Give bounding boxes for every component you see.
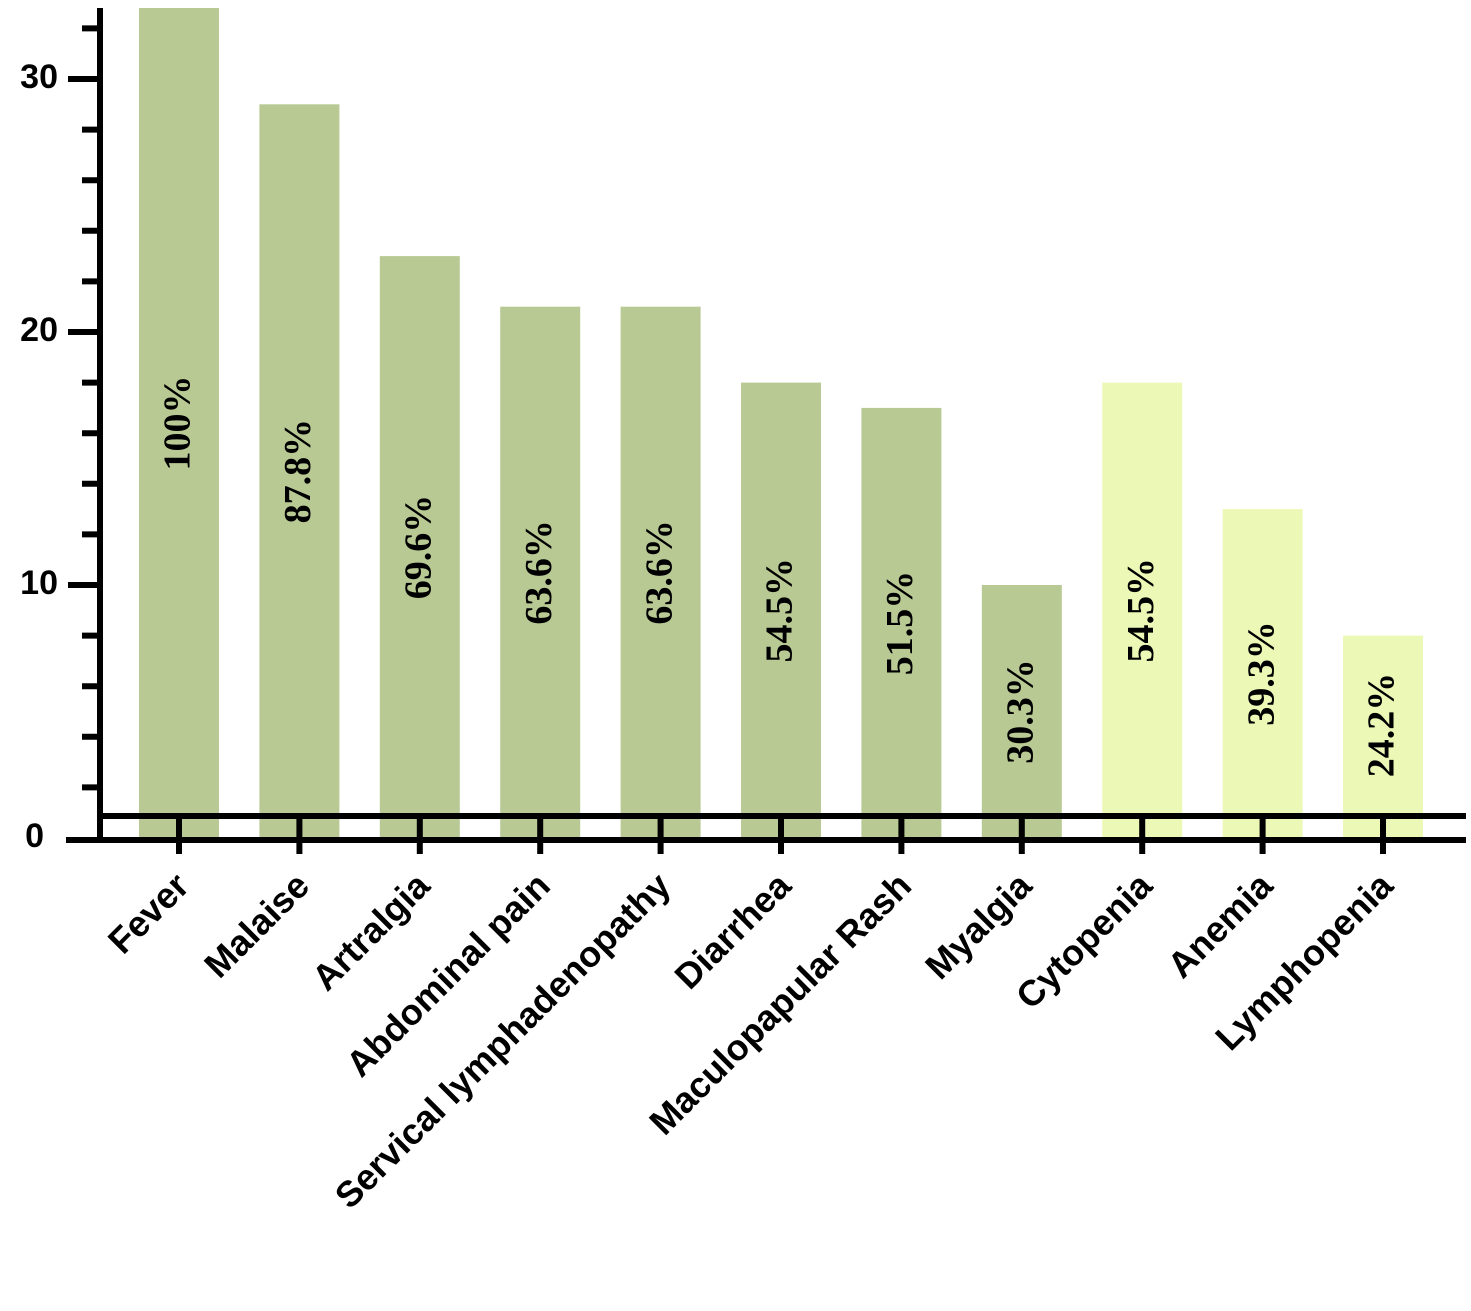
data-label: 69.6% bbox=[398, 495, 440, 600]
data-label: 54.5% bbox=[1120, 558, 1162, 663]
bar-anemia bbox=[1222, 509, 1303, 838]
bar-maculopapular-rash bbox=[861, 407, 942, 838]
bars-group: 100% 87.8% 69.6% 63.6% 63.6% 54.5% 51.5% 30.3% 5… bbox=[139, 8, 1423, 839]
bar-lymphopenia bbox=[1343, 635, 1423, 838]
data-label: 51.5% bbox=[879, 571, 921, 676]
data-label: 100% bbox=[157, 376, 199, 471]
bar-artralgia bbox=[379, 256, 460, 839]
data-label: 39.3% bbox=[1240, 621, 1282, 726]
bar-abdominal-pain bbox=[500, 306, 581, 838]
x-tick-label: Fever bbox=[100, 865, 197, 962]
x-tick-label: Myalgia bbox=[917, 864, 1040, 987]
bar-diarrhea bbox=[741, 382, 821, 838]
y-tick-label: 10 bbox=[20, 564, 58, 602]
data-label: 54.5% bbox=[759, 558, 801, 663]
y-tick-label: 20 bbox=[20, 311, 58, 349]
data-label: 63.6% bbox=[518, 520, 560, 625]
x-tick-label: Malaise bbox=[196, 865, 317, 986]
data-label: 87.8% bbox=[277, 419, 319, 524]
data-label: 63.6% bbox=[638, 520, 680, 625]
x-tick-label: Abdominal pain bbox=[338, 865, 558, 1085]
bar-servical-lymphadenopathy bbox=[620, 306, 701, 838]
bar-fever bbox=[139, 8, 219, 838]
bar-myalgia bbox=[981, 585, 1062, 838]
y-tick-label: 0 bbox=[25, 817, 44, 855]
data-label: 24.2% bbox=[1361, 673, 1403, 778]
y-axis: 0 10 20 30 bbox=[20, 8, 103, 855]
bar-malaise bbox=[259, 104, 340, 839]
x-tick-label: Anemia bbox=[1159, 864, 1281, 986]
y-tick-label: 30 bbox=[20, 58, 58, 96]
bar-cytopenia bbox=[1102, 382, 1183, 838]
data-label: 30.3% bbox=[1000, 659, 1042, 764]
